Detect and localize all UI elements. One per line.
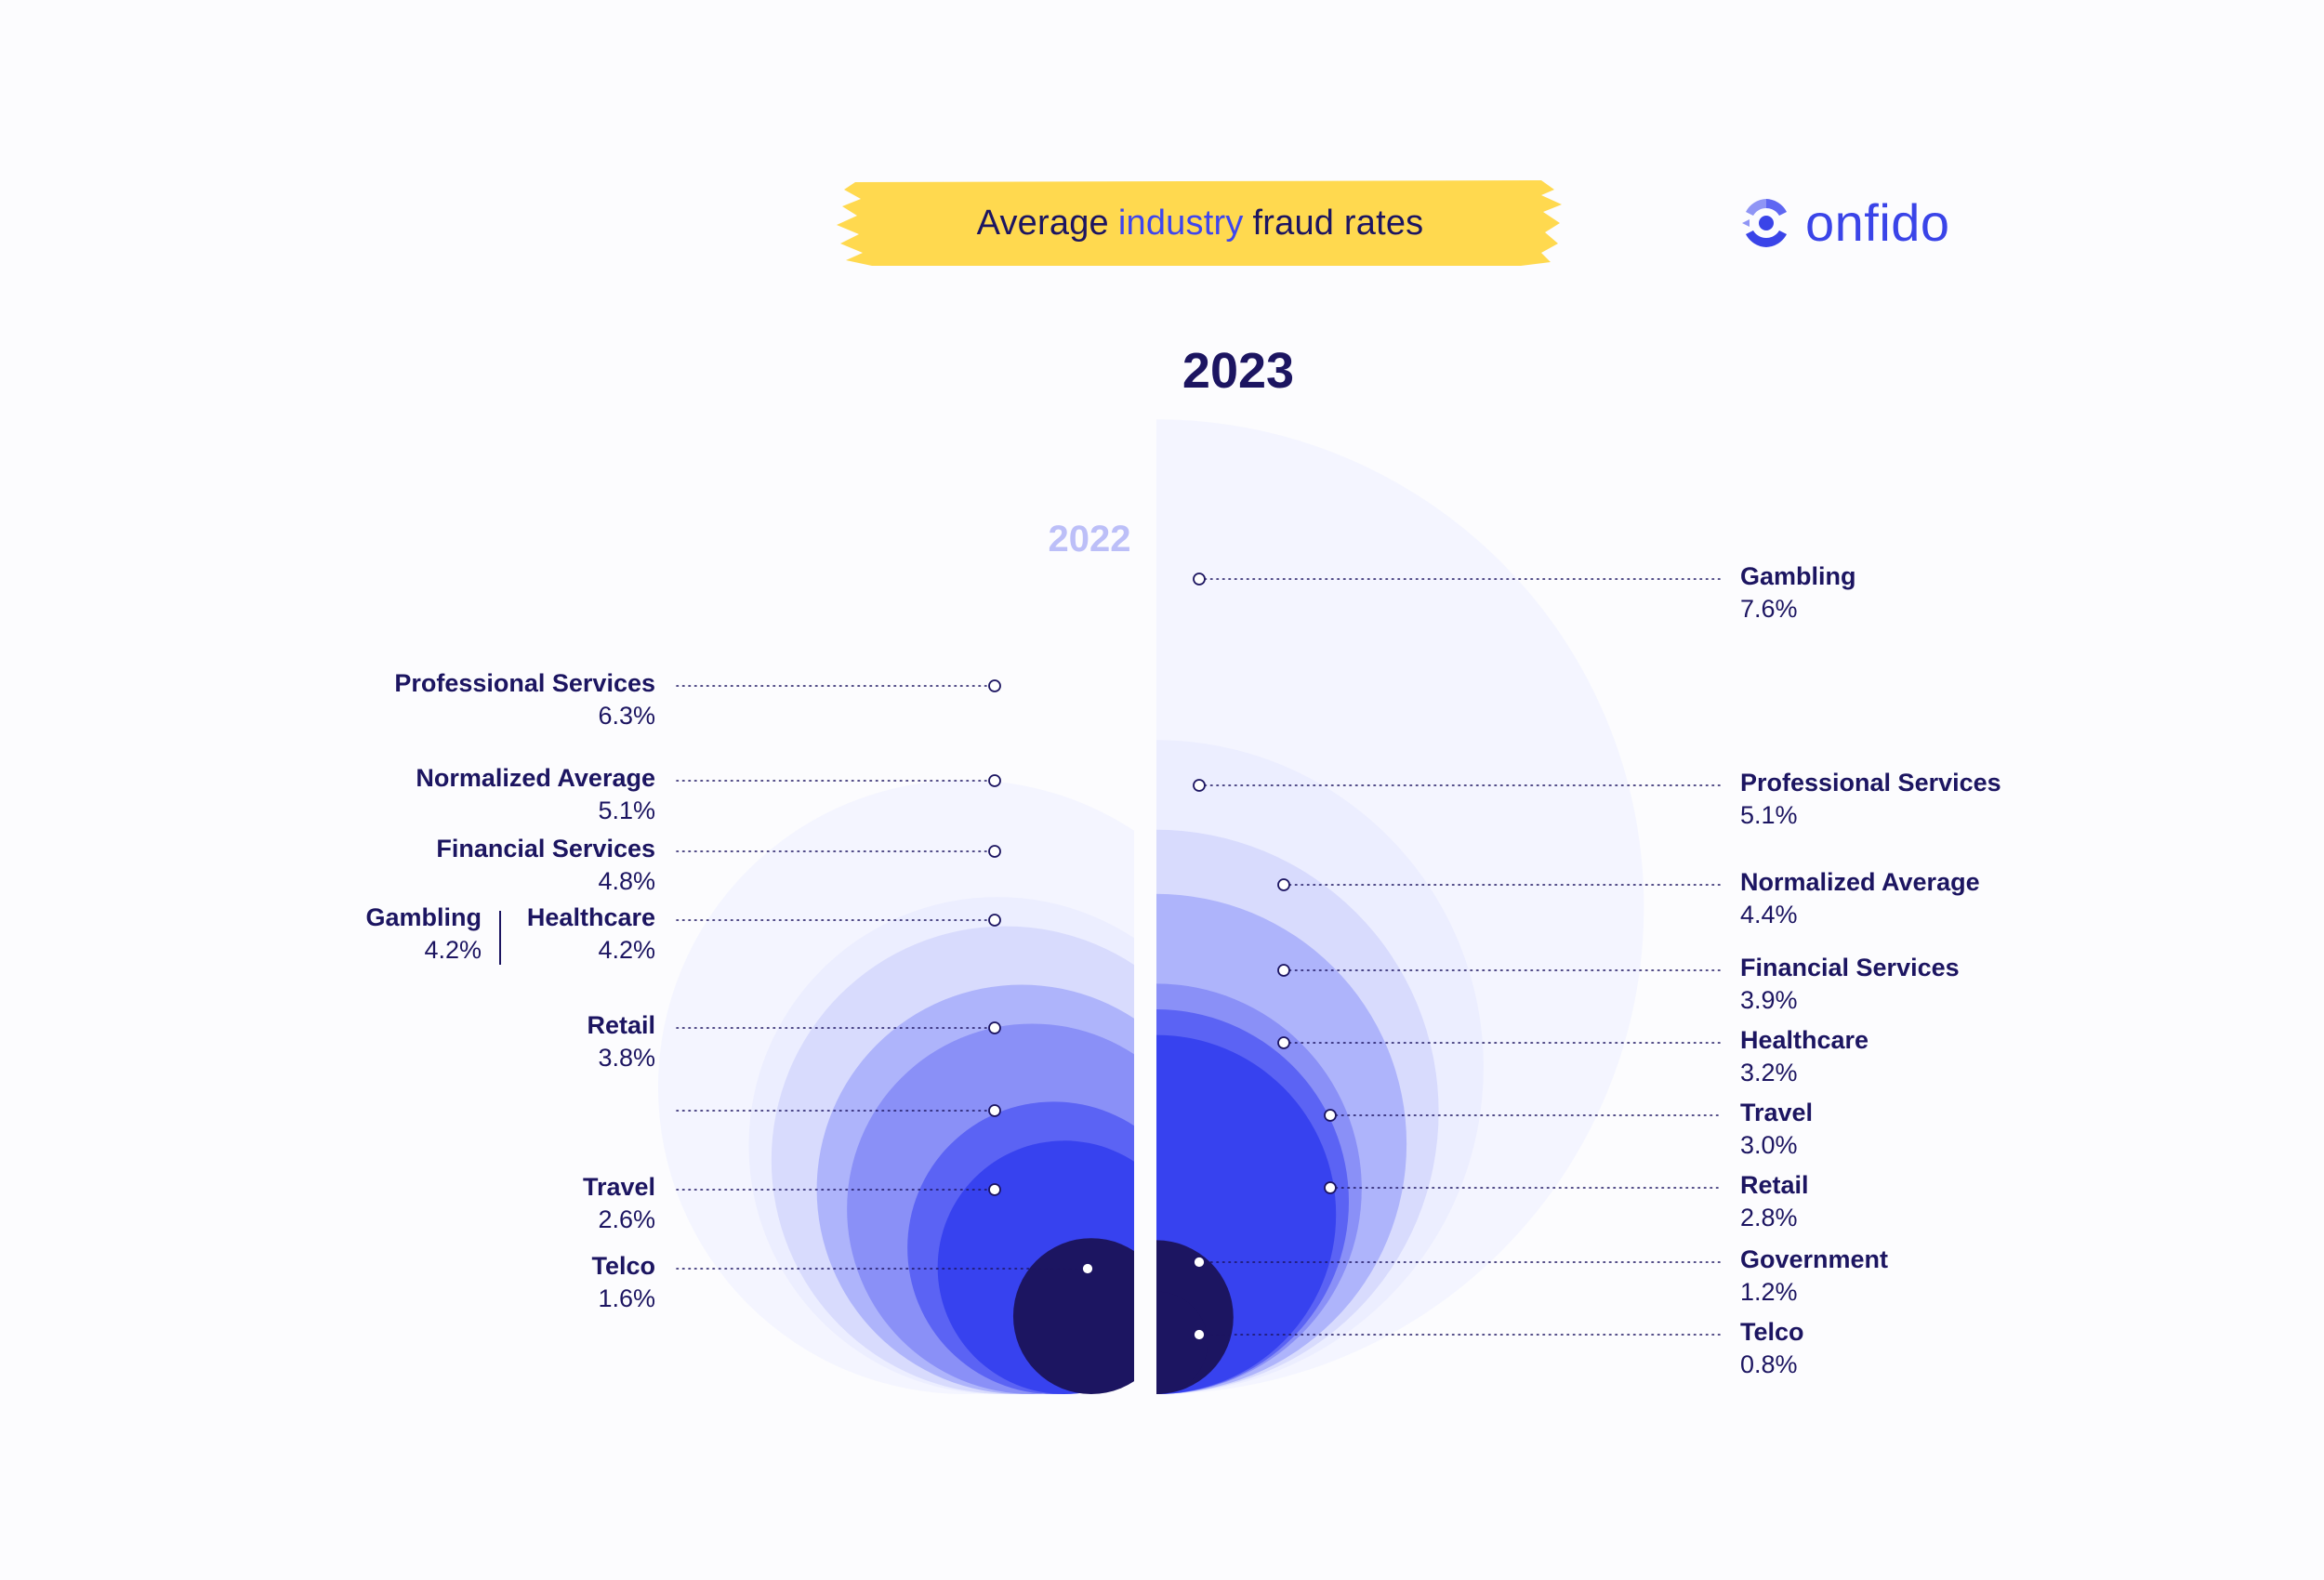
label-name: Healthcare [1740,1026,1869,1054]
marker-dot-2022-financial-services-2 [988,845,1001,858]
label-name: Telco [591,1252,655,1280]
label-2022-professional-services-0: Professional Services 6.3% [394,667,655,732]
series-title-2022: 2022 [1048,519,1131,560]
label-2022-retail-5: Retail 3.8% [587,1009,655,1074]
marker-dot-2023-financial-services-3 [1277,964,1290,977]
circles-2022 [658,780,1134,1394]
label-value: 2.6% [598,1205,655,1234]
logo-wordmark: onfido [1805,193,1950,252]
label-2022-travel-7: Travel 2.6% [583,1171,655,1236]
label-2023-gambling-0: Gambling 7.6% [1740,560,1856,625]
label-name: Normalized Average [1740,868,1980,896]
label-value: 4.8% [598,867,655,896]
title-part-end: fraud rates [1252,203,1424,243]
marker-dot-2022-retail-5 [988,1021,1001,1034]
title-part-highlight: industry [1117,203,1244,243]
label-name: Healthcare [526,903,655,931]
marker-dot-2022-normalized-average-1 [988,774,1001,787]
label-value: 3.0% [1740,1131,1798,1160]
label-name: Travel [582,1173,655,1201]
marker-dot-2023-retail-6 [1324,1181,1337,1194]
label-2023-retail-6: Retail 2.8% [1740,1169,1809,1234]
onfido-logo-icon [1742,199,1787,247]
label-value: 3.9% [1740,986,1798,1015]
circles-2023 [1156,419,1644,1394]
label-name: Professional Services [394,669,655,697]
onfido-logo: onfido [1738,191,1950,256]
label-name: Retail [1740,1171,1809,1199]
label-2023-normalized-average-2: Normalized Average 4.4% [1740,866,1980,931]
marker-dot-2022-unlabeled-6 [988,1104,1001,1117]
label-value: 4.4% [1740,901,1798,929]
marker-dot-2023-government-7 [1193,1256,1206,1269]
highlight-brush-stroke [837,180,1562,266]
chart-title: Average industry fraud rates [835,177,1565,270]
label-value: 3.2% [1740,1059,1798,1087]
title-part-start: Average [976,203,1109,243]
label-value: 3.8% [598,1044,655,1073]
label-name: Financial Services [436,835,655,862]
marker-dot-2022-professional-services-0 [988,679,1001,692]
marker-dots [988,573,1337,1341]
marker-dot-2022-gambling-3 [988,914,1001,927]
marker-dot-2023-telco-8 [1193,1328,1206,1341]
label-name: Gambling [365,903,482,931]
circle-2023-telco-8 [1156,1291,1208,1394]
label-2023-professional-services-1: Professional Services 5.1% [1740,767,2001,832]
label-2023-financial-services-3: Financial Services 3.9% [1740,952,1960,1017]
marker-dot-2023-gambling-0 [1193,573,1206,586]
label-value: 4.2% [598,936,655,965]
label-value: 5.1% [598,797,655,825]
marker-dot-2023-travel-5 [1324,1109,1337,1122]
circle-2022-telco-7 [1012,1238,1134,1394]
label-name: Travel [1740,1099,1814,1126]
marker-dot-2023-professional-services-1 [1193,779,1206,792]
label-value: 7.6% [1740,595,1798,624]
label-name: Professional Services [1740,769,2001,797]
title-banner: Average industry fraud rates [835,177,1565,270]
leader-lines [499,578,1723,1336]
label-2022-healthcare-4: Healthcare 4.2% [527,902,655,967]
label-value: 1.6% [598,1284,655,1313]
label-2023-healthcare-4: Healthcare 3.2% [1740,1024,1868,1089]
label-name: Gambling [1740,562,1856,590]
label-2022-normalized-average-1: Normalized Average 5.1% [416,762,655,827]
marker-dot-2022-travel-7 [988,1183,1001,1196]
label-name: Retail [587,1011,655,1039]
label-value: 5.1% [1740,801,1798,830]
label-2022-telco-8: Telco 1.6% [591,1250,655,1315]
label-value: 1.2% [1740,1278,1798,1307]
label-2023-telco-8: Telco 0.8% [1740,1316,1804,1381]
label-value: 2.8% [1740,1204,1798,1232]
label-value: 4.2% [424,936,482,965]
marker-dot-2022-telco-8 [1081,1262,1094,1275]
label-value: 0.8% [1740,1350,1798,1379]
label-2022-gambling-3: Gambling 4.2% [365,902,482,967]
label-name: Financial Services [1740,954,1960,981]
label-2022-financial-services-2: Financial Services 4.8% [436,833,655,898]
label-2023-government-7: Government 1.2% [1740,1244,1888,1309]
label-name: Government [1740,1245,1889,1273]
label-2023-travel-5: Travel 3.0% [1740,1097,1813,1162]
label-name: Telco [1740,1318,1804,1346]
marker-dot-2023-healthcare-4 [1277,1036,1290,1049]
label-name: Normalized Average [416,764,655,792]
series-title-2023: 2023 [1182,343,1295,399]
marker-dot-2023-normalized-average-2 [1277,878,1290,891]
label-value: 6.3% [598,702,655,731]
